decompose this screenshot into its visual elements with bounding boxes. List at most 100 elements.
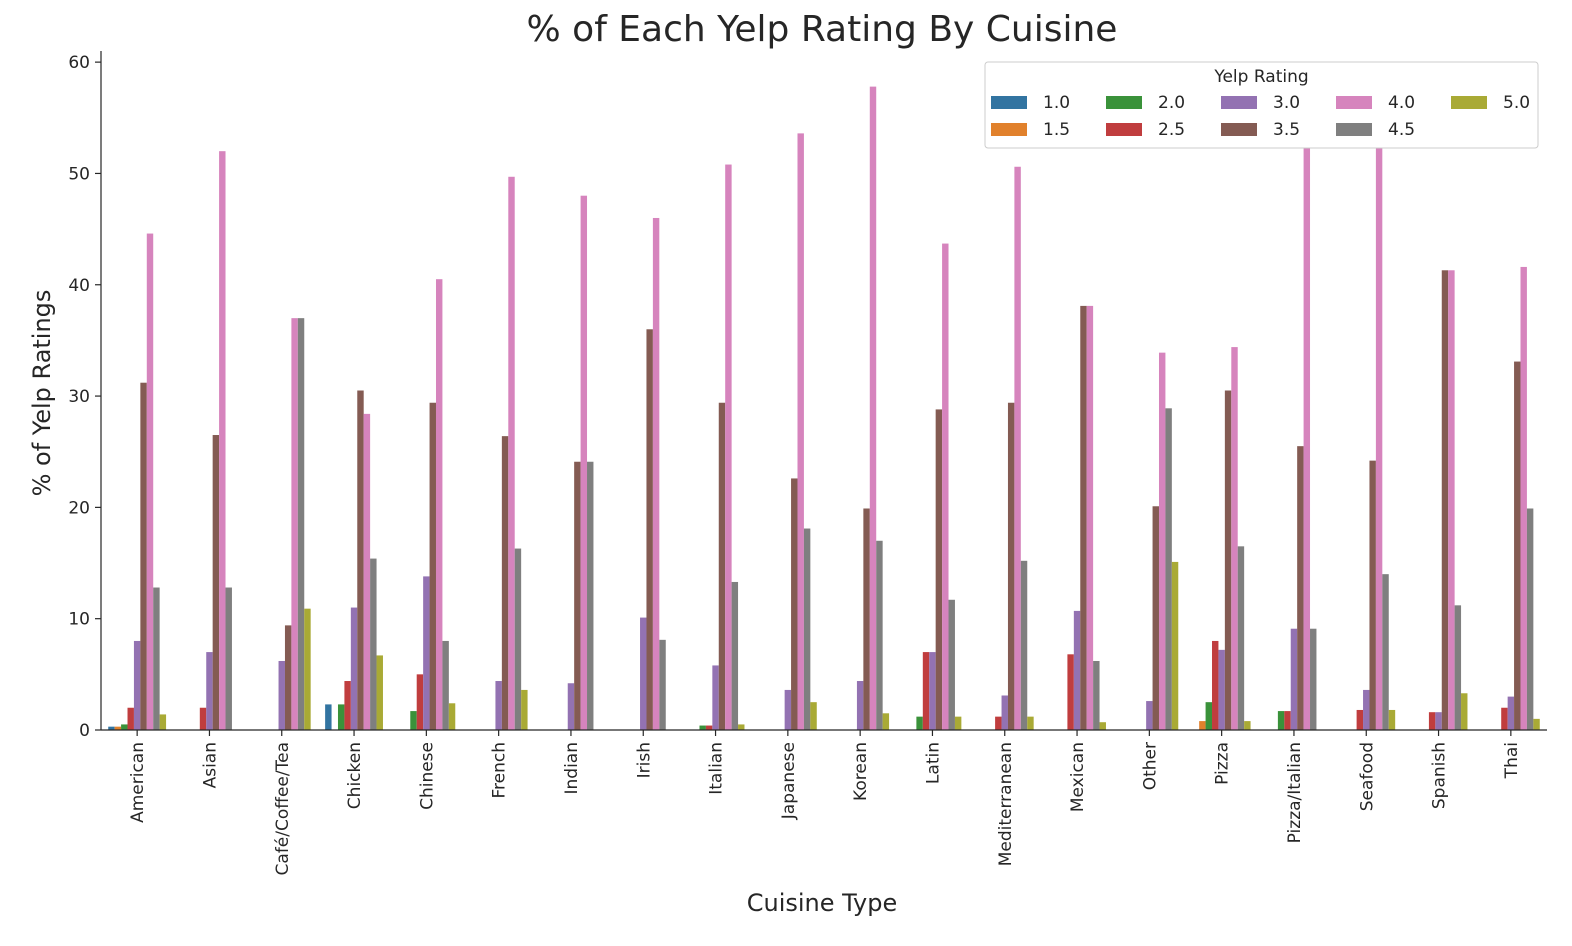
bar-latin-rating-2-5 <box>922 652 930 730</box>
bar-chinese-rating-2-5 <box>416 674 424 730</box>
x-tick-label: Thai <box>1502 742 1522 779</box>
bar-other-rating-4-5 <box>1165 408 1172 730</box>
bar-pizza-rating-4-5 <box>1237 546 1245 730</box>
bar-latin-rating-2-0 <box>916 716 923 730</box>
bar-other-rating-3-0 <box>1146 701 1153 730</box>
bar-chinese-rating-3-0 <box>423 576 430 730</box>
bar-pizza-rating-2-0 <box>1205 702 1213 730</box>
legend-label-5-0: 5.0 <box>1503 93 1530 113</box>
bar-irish-rating-4-0 <box>652 217 660 731</box>
legend-swatch-4-0 <box>1336 96 1372 109</box>
bar-spanish-rating-2-5 <box>1428 712 1436 730</box>
bar-italian-rating-4-5 <box>731 581 739 730</box>
bar-seafood-rating-3-0 <box>1363 689 1370 730</box>
bar-french-rating-4-0 <box>508 176 515 730</box>
bar-pizza-italian-rating-4-5 <box>1310 628 1317 730</box>
legend-swatch-3-0 <box>1221 96 1257 109</box>
bar-chinese-rating-5-0 <box>448 703 456 730</box>
bar-other-rating-4-0 <box>1158 352 1166 730</box>
bar-american-rating-2-5 <box>127 707 134 730</box>
legend: Yelp Rating 1.0 1.5 2.0 2.5 3.0 3.5 4.0 4.5 5.0 <box>984 61 1539 149</box>
bar-asian-rating-4-5 <box>225 587 232 730</box>
bar-caf-coffee-tea-rating-4-5 <box>297 318 305 730</box>
bar-american-rating-2-0 <box>121 724 128 730</box>
bar-italian-rating-3-0 <box>712 665 719 730</box>
bar-seafood-rating-4-5 <box>1382 574 1389 730</box>
bar-asian-rating-3-5 <box>212 435 220 730</box>
x-tick-label: Korean <box>851 742 871 801</box>
bar-chicken-rating-3-5 <box>357 390 364 730</box>
bar-mediterranean-rating-4-0 <box>1014 166 1021 730</box>
bar-mediterranean-rating-3-0 <box>1001 695 1008 730</box>
x-tick-label: Pizza <box>1213 742 1233 785</box>
bar-pizza-rating-4-0 <box>1231 347 1238 730</box>
x-tick-label: Mediterranean <box>996 742 1016 866</box>
bar-chicken-rating-5-0 <box>376 655 383 730</box>
bar-indian-rating-4-0 <box>580 195 588 730</box>
bar-spanish-rating-3-0 <box>1435 712 1442 730</box>
legend-label-3-5: 3.5 <box>1273 120 1300 140</box>
bar-seafood-rating-3-5 <box>1369 460 1376 730</box>
bar-mediterranean-rating-5-0 <box>1027 716 1034 730</box>
bar-mexican-rating-3-5 <box>1080 305 1087 730</box>
x-tick-label: Chicken <box>345 742 365 809</box>
bar-japanese-rating-3-0 <box>784 689 792 730</box>
bar-pizza-rating-5-0 <box>1244 721 1251 730</box>
bar-other-rating-5-0 <box>1171 561 1179 730</box>
bar-french-rating-3-0 <box>495 681 502 730</box>
bar-chicken-rating-4-0 <box>363 413 371 730</box>
bar-thai-rating-4-5 <box>1526 508 1534 730</box>
bar-thai-rating-4-0 <box>1520 266 1527 730</box>
bar-mexican-rating-5-0 <box>1099 722 1106 730</box>
legend-swatch-2-5 <box>1106 123 1142 136</box>
bar-korean-rating-3-5 <box>863 508 870 730</box>
bar-latin-rating-3-5 <box>935 409 943 730</box>
y-tick-label: 20 <box>68 498 90 518</box>
bar-italian-rating-4-0 <box>725 164 732 731</box>
bar-pizza-italian-rating-3-0 <box>1290 628 1298 730</box>
bar-italian-rating-2-0 <box>699 725 706 730</box>
x-tick-label: Asian <box>200 742 220 788</box>
legend-swatch-1-0 <box>991 96 1027 109</box>
legend-label-4-0: 4.0 <box>1388 93 1415 113</box>
bar-caf-coffee-tea-rating-3-0 <box>278 660 285 730</box>
y-tick-label: 0 <box>79 721 90 741</box>
bar-american-rating-3-0 <box>133 640 141 730</box>
legend-label-2-0: 2.0 <box>1158 93 1185 113</box>
bar-chinese-rating-4-5 <box>442 640 449 730</box>
bar-pizza-italian-rating-4-0 <box>1303 132 1311 730</box>
bar-mediterranean-rating-3-5 <box>1007 402 1015 730</box>
bar-irish-rating-3-0 <box>640 617 647 730</box>
bar-thai-rating-2-5 <box>1501 707 1508 730</box>
x-tick-label: Italian <box>707 742 727 795</box>
bar-indian-rating-3-5 <box>574 461 581 730</box>
x-tick-label: Chinese <box>417 742 437 810</box>
x-tick-label: Pizza/Italian <box>1285 742 1305 843</box>
legend-label-2-5: 2.5 <box>1158 120 1185 140</box>
x-tick-label: Latin <box>923 742 943 784</box>
bar-seafood-rating-4-0 <box>1375 115 1383 730</box>
legend-swatch-5-0 <box>1451 96 1487 109</box>
x-tick-label: Indian <box>562 742 582 795</box>
bar-american-rating-1-5 <box>114 726 122 730</box>
bar-indian-rating-3-0 <box>567 683 575 730</box>
x-tick-label: French <box>490 742 510 799</box>
bar-asian-rating-3-0 <box>206 652 213 730</box>
legend-title: Yelp Rating <box>1213 67 1308 87</box>
legend-label-1-5: 1.5 <box>1043 120 1070 140</box>
bar-chicken-rating-4-5 <box>370 558 377 730</box>
bar-other-rating-3-5 <box>1152 506 1159 730</box>
bar-indian-rating-4-5 <box>587 461 594 730</box>
bar-pizza-italian-rating-2-5 <box>1284 711 1291 730</box>
bar-pizza-italian-rating-2-0 <box>1277 711 1285 730</box>
bar-pizza-rating-2-5 <box>1212 640 1219 730</box>
bar-thai-rating-3-0 <box>1507 696 1515 730</box>
y-tick-label: 40 <box>68 276 90 296</box>
bar-spanish-rating-4-5 <box>1454 605 1462 730</box>
bar-spanish-rating-3-5 <box>1441 270 1449 730</box>
bar-pizza-rating-3-0 <box>1218 649 1225 730</box>
legend-swatch-1-5 <box>991 123 1027 136</box>
axes-layer: 0 10 20 30 40 50 60 American Asian Café/Coffee/Te… <box>68 51 1547 875</box>
